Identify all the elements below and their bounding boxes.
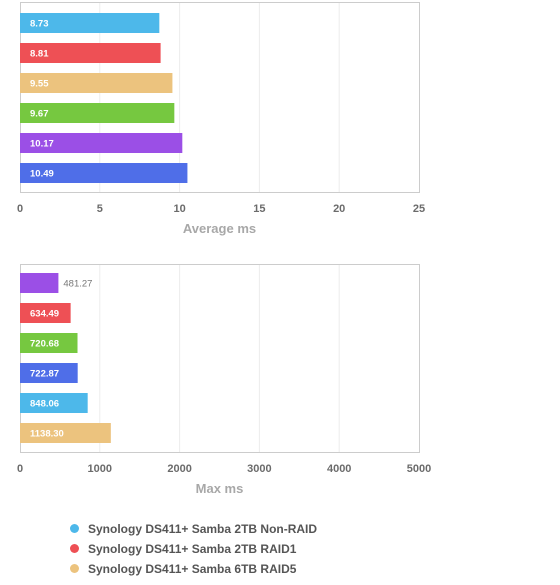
avg-bar — [20, 163, 188, 183]
max-bar — [20, 273, 59, 293]
avg-bar-value-label: 10.49 — [30, 169, 54, 180]
avg-bar-value-label: 8.81 — [30, 49, 49, 60]
avg-x-tick-label: 10 — [173, 203, 185, 215]
legend-label: Synology DS411+ Samba 2TB Non-RAID — [88, 522, 318, 536]
max-x-tick-label: 1000 — [88, 463, 112, 475]
max-x-tick-label: 5000 — [407, 463, 431, 475]
max-bar — [20, 393, 88, 413]
avg-x-axis-title: Average ms — [183, 221, 256, 236]
max-bar-value-label: 1138.30 — [30, 429, 64, 440]
avg-x-tick-label: 5 — [97, 203, 103, 215]
max-bar-value-label: 720.68 — [30, 339, 59, 350]
max-x-tick-label: 3000 — [247, 463, 271, 475]
avg-bar-value-label: 10.17 — [30, 139, 54, 150]
max-x-axis-title: Max ms — [196, 481, 244, 496]
max-x-tick-label: 0 — [17, 463, 23, 475]
max-x-tick-label: 2000 — [167, 463, 191, 475]
max-bar — [20, 303, 71, 323]
avg-bar — [20, 73, 173, 93]
legend-dot-icon — [70, 544, 79, 553]
max-x-tick-label: 4000 — [327, 463, 351, 475]
legend-item-ds411-2tb-raid1[interactable]: Synology DS411+ Samba 2TB RAID1 — [70, 539, 317, 559]
avg-x-tick-label: 15 — [253, 203, 265, 215]
avg-bar-value-label: 8.73 — [30, 19, 49, 30]
legend-dot-icon — [70, 564, 79, 573]
avg-bar — [20, 13, 160, 33]
avg-bar-value-label: 9.55 — [30, 79, 49, 90]
max-bar-value-label: 481.27 — [63, 279, 92, 290]
legend: Synology DS411+ Samba 2TB Non-RAID Synol… — [70, 519, 317, 579]
max-plot-frame — [20, 264, 420, 453]
avg-bar-value-label: 9.67 — [30, 109, 49, 120]
max-bar-value-label: 634.49 — [30, 309, 59, 320]
legend-label: Synology DS411+ Samba 2TB RAID1 — [88, 542, 297, 556]
avg-x-tick-label: 0 — [17, 203, 23, 215]
legend-label: Synology DS411+ Samba 6TB RAID5 — [88, 562, 297, 576]
avg-bar — [20, 103, 175, 123]
max-bar — [20, 363, 78, 383]
max-bar — [20, 333, 78, 353]
avg-bar — [20, 133, 183, 153]
avg-x-tick-label: 20 — [333, 203, 345, 215]
avg-bar — [20, 43, 161, 63]
avg-x-tick-label: 25 — [413, 203, 425, 215]
avg-plot-frame — [20, 2, 420, 193]
legend-item-ds411-6tb-raid5[interactable]: Synology DS411+ Samba 6TB RAID5 — [70, 559, 317, 579]
max-bar-value-label: 848.06 — [30, 399, 59, 410]
legend-item-ds411-2tb-non-raid[interactable]: Synology DS411+ Samba 2TB Non-RAID — [70, 519, 317, 539]
max-bar-value-label: 722.87 — [30, 369, 59, 380]
legend-dot-icon — [70, 524, 79, 533]
max-bar — [20, 423, 111, 443]
